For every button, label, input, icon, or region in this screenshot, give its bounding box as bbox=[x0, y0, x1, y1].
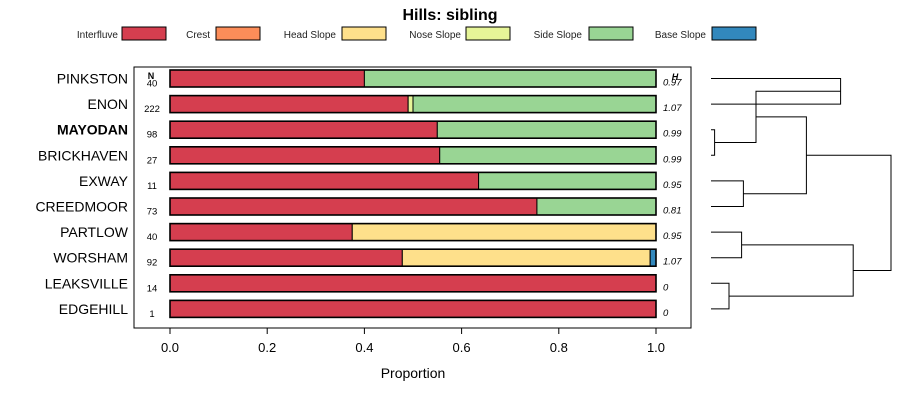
h-value-edgehill: 0 bbox=[663, 308, 669, 319]
h-value-pinkston: 0.97 bbox=[663, 78, 682, 89]
bar-partlow-head-slope bbox=[351, 223, 657, 242]
bar-worsham-base-slope bbox=[649, 248, 657, 267]
category-label-leaksville: LEAKSVILLE bbox=[45, 275, 128, 291]
bar-exway-side-slope bbox=[478, 171, 657, 190]
x-tick-label-0-2: 0.2 bbox=[258, 340, 276, 355]
legend-swatch-base-slope bbox=[711, 26, 757, 41]
bar-outline-brickhaven bbox=[169, 146, 657, 165]
h-value-worsham: 1.07 bbox=[663, 257, 682, 268]
bar-leaksville-interfluve bbox=[169, 274, 657, 293]
n-value-partlow: 40 bbox=[147, 232, 158, 243]
bar-creedmoor-side-slope bbox=[536, 197, 657, 216]
bar-worsham-head-slope bbox=[401, 248, 651, 267]
n-value-mayodan: 98 bbox=[147, 130, 158, 141]
bar-outline-leaksville bbox=[169, 273, 657, 293]
bar-outline-exway bbox=[169, 171, 657, 191]
bar-outline-pinkston bbox=[169, 69, 657, 88]
h-column-header: H bbox=[672, 72, 679, 82]
x-tick-label-0-8: 0.8 bbox=[550, 340, 568, 355]
legend-label-head-slope: Head Slope bbox=[284, 30, 337, 41]
bar-outline-worsham bbox=[169, 248, 657, 267]
x-tick-label-1-0: 1.0 bbox=[647, 340, 665, 355]
legend-swatch-interfluve bbox=[121, 26, 167, 41]
n-value-creedmoor: 73 bbox=[147, 207, 158, 218]
legend: Interfluve Crest Head Slope Nose Slope Side … bbox=[77, 26, 757, 41]
legend-swatch-head-slope bbox=[341, 26, 387, 41]
dendrogram-branch-6 bbox=[711, 282, 730, 310]
category-label-mayodan: MAYODAN bbox=[57, 122, 128, 138]
chart-title: Hills: sibling bbox=[402, 7, 497, 24]
bar-partlow-interfluve bbox=[169, 223, 353, 242]
legend-label-side-slope: Side Slope bbox=[534, 30, 583, 41]
legend-swatch-side-slope bbox=[588, 26, 634, 41]
legend-label-crest: Crest bbox=[186, 30, 210, 41]
bar-outline-partlow bbox=[169, 222, 657, 242]
bar-creedmoor-interfluve bbox=[169, 197, 538, 216]
dendrogram-branch-3 bbox=[711, 180, 744, 207]
n-value-exway: 11 bbox=[147, 181, 157, 192]
plot-frame bbox=[133, 66, 692, 329]
n-value-worsham: 92 bbox=[147, 258, 158, 269]
bar-brickhaven-side-slope bbox=[439, 146, 657, 165]
category-label-edgehill: EDGEHILL bbox=[59, 301, 128, 317]
bar-edgehill-interfluve bbox=[169, 299, 657, 318]
n-column-header: N bbox=[148, 71, 155, 81]
x-axis-label: Proportion bbox=[381, 365, 446, 381]
bar-pinkston-side-slope bbox=[363, 69, 657, 88]
category-label-brickhaven: BRICKHAVEN bbox=[38, 147, 128, 163]
bar-outline-edgehill bbox=[169, 299, 657, 319]
bar-enon-side-slope bbox=[412, 95, 657, 114]
dendrogram-branch-8 bbox=[806, 154, 892, 271]
n-value-leaksville: 14 bbox=[147, 283, 158, 294]
h-value-brickhaven: 0.99 bbox=[663, 154, 682, 165]
n-value-brickhaven: 27 bbox=[147, 155, 158, 166]
dendrogram bbox=[711, 78, 892, 310]
legend-label-interfluve: Interfluve bbox=[77, 30, 119, 41]
n-value-edgehill: 1 bbox=[149, 309, 154, 320]
legend-label-nose-slope: Nose Slope bbox=[409, 30, 461, 41]
legend-swatch-crest bbox=[215, 26, 261, 41]
dendrogram-branch-7 bbox=[729, 244, 854, 297]
category-label-worsham: WORSHAM bbox=[53, 250, 128, 266]
bar-pinkston-interfluve bbox=[169, 69, 365, 88]
category-label-exway: EXWAY bbox=[79, 173, 129, 189]
bar-outline-enon bbox=[169, 94, 657, 114]
h-value-mayodan: 0.99 bbox=[663, 129, 682, 140]
dendrogram-branch-4 bbox=[743, 116, 807, 195]
bar-mayodan-side-slope bbox=[436, 120, 657, 139]
plot-area: N H PINKSTON 40 0.97 ENON 222 1.07 MAYODAN 98 0.99… bbox=[35, 66, 692, 355]
bar-brickhaven-interfluve bbox=[169, 146, 441, 165]
category-label-partlow: PARTLOW bbox=[60, 224, 129, 240]
bar-outline-creedmoor bbox=[169, 197, 657, 216]
bar-mayodan-interfluve bbox=[169, 120, 438, 139]
h-value-partlow: 0.95 bbox=[663, 231, 682, 242]
category-label-creedmoor: CREEDMOOR bbox=[35, 199, 128, 215]
bar-enon-nose-slope bbox=[407, 95, 414, 114]
bar-outline-mayodan bbox=[169, 120, 657, 139]
legend-swatch-nose-slope bbox=[465, 26, 511, 41]
x-tick-label-0-4: 0.4 bbox=[355, 340, 373, 355]
x-tick-label-0-0: 0.0 bbox=[161, 340, 179, 355]
h-value-enon: 1.07 bbox=[663, 103, 682, 114]
h-value-exway: 0.95 bbox=[663, 180, 682, 191]
category-label-enon: ENON bbox=[88, 96, 128, 112]
h-value-leaksville: 0 bbox=[663, 282, 669, 293]
bar-exway-interfluve bbox=[169, 171, 480, 190]
dendrogram-branch-5 bbox=[711, 231, 743, 259]
legend-label-base-slope: Base Slope bbox=[655, 30, 707, 41]
x-tick-label-0-6: 0.6 bbox=[453, 340, 471, 355]
bar-enon-interfluve bbox=[169, 95, 409, 114]
h-value-creedmoor: 0.81 bbox=[663, 206, 682, 217]
dendrogram-branch-1 bbox=[711, 129, 716, 156]
n-value-pinkston: 40 bbox=[147, 79, 158, 90]
category-label-pinkston: PINKSTON bbox=[57, 71, 128, 87]
n-value-enon: 222 bbox=[144, 104, 160, 115]
bar-worsham-interfluve bbox=[169, 248, 403, 267]
